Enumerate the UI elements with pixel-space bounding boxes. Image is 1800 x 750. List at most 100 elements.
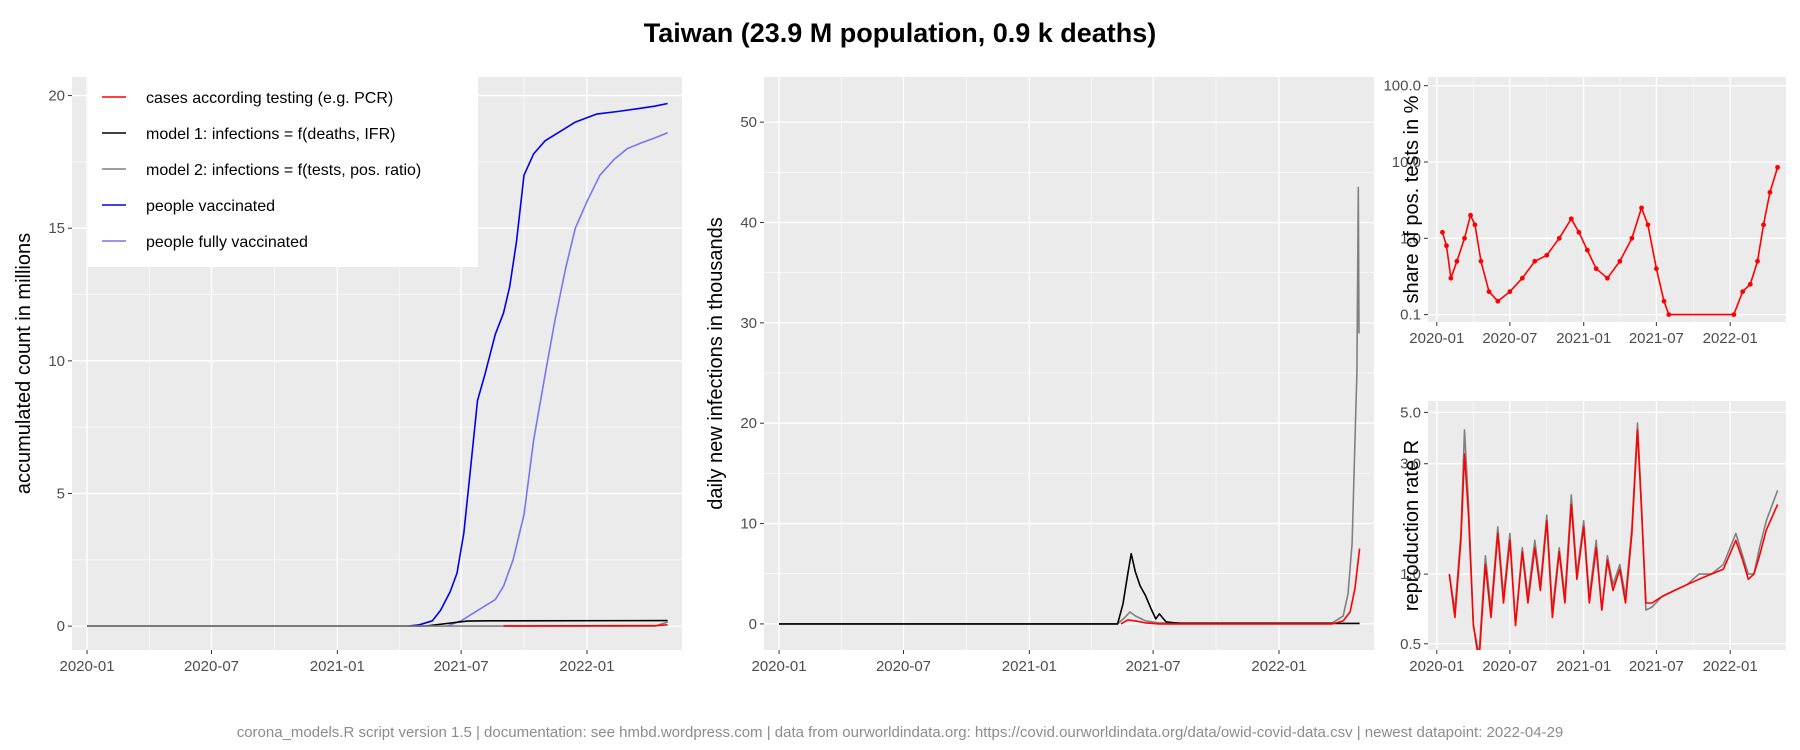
y-tick-label: 0 [57, 618, 65, 635]
y-tick-label: 5 [57, 485, 65, 502]
data-point [1740, 289, 1746, 295]
y-axis-label: accumulated count in millions [13, 233, 35, 494]
data-point [1519, 275, 1525, 281]
x-tick-label: 2022-01 [1703, 658, 1758, 675]
series-line [779, 186, 1360, 625]
y-axis-label: share of pos. tests in % [1401, 95, 1423, 303]
x-tick-label: 2020-01 [1409, 658, 1464, 675]
x-tick-label: 2021-01 [1556, 330, 1611, 347]
x-tick-label: 2022-01 [559, 658, 614, 675]
y-axis-label: daily new infections in thousands [705, 217, 727, 509]
x-tick-label: 2021-01 [1002, 658, 1057, 675]
panel-background [764, 77, 1374, 650]
y-tick-label: 15 [48, 220, 65, 237]
y-tick-label: 5.0 [1400, 404, 1421, 421]
y-tick-label: 0.1 [1400, 307, 1421, 324]
legend-label: model 2: infections = f(tests, pos. rati… [146, 162, 421, 179]
series-line [446, 131, 668, 627]
data-point [1472, 222, 1478, 228]
y-axis-label: reproduction rate R [1401, 440, 1423, 611]
y-tick-label: 0.5 [1400, 636, 1421, 653]
data-point [1661, 298, 1667, 304]
panel-background [1428, 401, 1786, 650]
panel-daily: 2020-01 2020-07 2021-01 2021-07 2022-01 0 10 20… [705, 77, 1374, 675]
x-tick-label: 2020-01 [60, 658, 115, 675]
series-group [1448, 422, 1779, 650]
x-tick-label: 2020-01 [752, 658, 807, 675]
data-point [1747, 281, 1753, 287]
data-point [1666, 312, 1672, 318]
data-point [1478, 258, 1484, 264]
data-point [1653, 266, 1659, 272]
data-point [1731, 312, 1737, 318]
y-tick-label: 20 [740, 415, 757, 432]
y-tick-label: 20 [48, 88, 65, 105]
data-point [1605, 275, 1610, 281]
legend: cases according testing (e.g. PCR) model … [88, 77, 478, 267]
chart-title: Taiwan (23.9 M population, 0.9 k deaths) [643, 18, 1157, 48]
data-point [1761, 222, 1766, 228]
data-point [1507, 289, 1513, 295]
y-tick-label: 10.0 [1392, 154, 1421, 171]
x-tick-label: 2020-01 [1409, 330, 1464, 347]
panel-accumulated: 2020-01 2020-07 2021-01 2021-07 2022-01 0 5 10 1… [13, 77, 682, 675]
data-point [1639, 205, 1644, 211]
series-line [1448, 429, 1779, 650]
y-tick-label: 100.0 [1383, 78, 1421, 95]
x-tick-label: 2022-01 [1251, 658, 1306, 675]
data-point [1576, 229, 1582, 235]
panel-background [1428, 77, 1786, 322]
data-point [1629, 235, 1635, 241]
data-point [1645, 222, 1651, 228]
x-tick-label: 2020-07 [876, 658, 931, 675]
data-point [1462, 235, 1467, 241]
series-line [1441, 167, 1779, 316]
x-tick-label: 2021-01 [310, 658, 365, 675]
legend-box [88, 77, 478, 267]
data-point [1532, 258, 1538, 264]
data-point [1454, 258, 1460, 264]
data-point [1444, 243, 1449, 249]
y-tick-label: 50 [740, 114, 757, 131]
data-point [1448, 275, 1454, 281]
legend-label: people vaccinated [146, 198, 275, 215]
y-tick-label: 10 [48, 353, 65, 370]
x-tick-label: 2021-07 [1126, 658, 1181, 675]
x-tick-label: 2021-01 [1556, 658, 1611, 675]
x-tick-label: 2021-07 [434, 658, 489, 675]
data-point [1495, 298, 1501, 304]
data-point [1468, 212, 1473, 218]
panel-positivity: 2020-01 2020-07 2021-01 2021-07 2022-01 0.1 1.… [1383, 77, 1786, 347]
series-line [1120, 548, 1361, 625]
y-tick-label: 0 [749, 616, 757, 633]
y-tick-label: 10 [740, 516, 757, 533]
x-tick-label: 2021-07 [1629, 330, 1684, 347]
data-point [1617, 258, 1623, 264]
y-tick-label: 1.0 [1400, 566, 1421, 583]
data-point [1584, 247, 1590, 253]
data-point [1486, 289, 1492, 295]
series-group [1440, 164, 1780, 318]
x-tick-label: 2021-07 [1629, 658, 1684, 675]
data-point [1775, 164, 1780, 170]
y-tick-label: 3.0 [1400, 456, 1421, 473]
series-line [408, 102, 668, 627]
x-tick-label: 2020-07 [184, 658, 239, 675]
series-line [503, 624, 668, 627]
legend-label: people fully vaccinated [146, 234, 308, 251]
x-tick-label: 2020-07 [1482, 330, 1537, 347]
legend-label: model 1: infections = f(deaths, IFR) [146, 126, 395, 143]
y-tick-label: 30 [740, 315, 757, 332]
series-group [87, 102, 668, 627]
footer-caption: corona_models.R script version 1.5 | doc… [236, 724, 1564, 741]
y-tick-label: 1.0 [1400, 230, 1421, 247]
data-point [1440, 229, 1445, 235]
data-point [1755, 258, 1760, 264]
panel-reproduction: 2020-01 2020-07 2021-01 2021-07 2022-01 0.5 1.… [1400, 401, 1786, 675]
data-point [1593, 266, 1599, 272]
data-point [1568, 216, 1574, 222]
series-group [779, 186, 1361, 625]
data-point [1544, 252, 1550, 258]
data-point [1556, 235, 1562, 241]
